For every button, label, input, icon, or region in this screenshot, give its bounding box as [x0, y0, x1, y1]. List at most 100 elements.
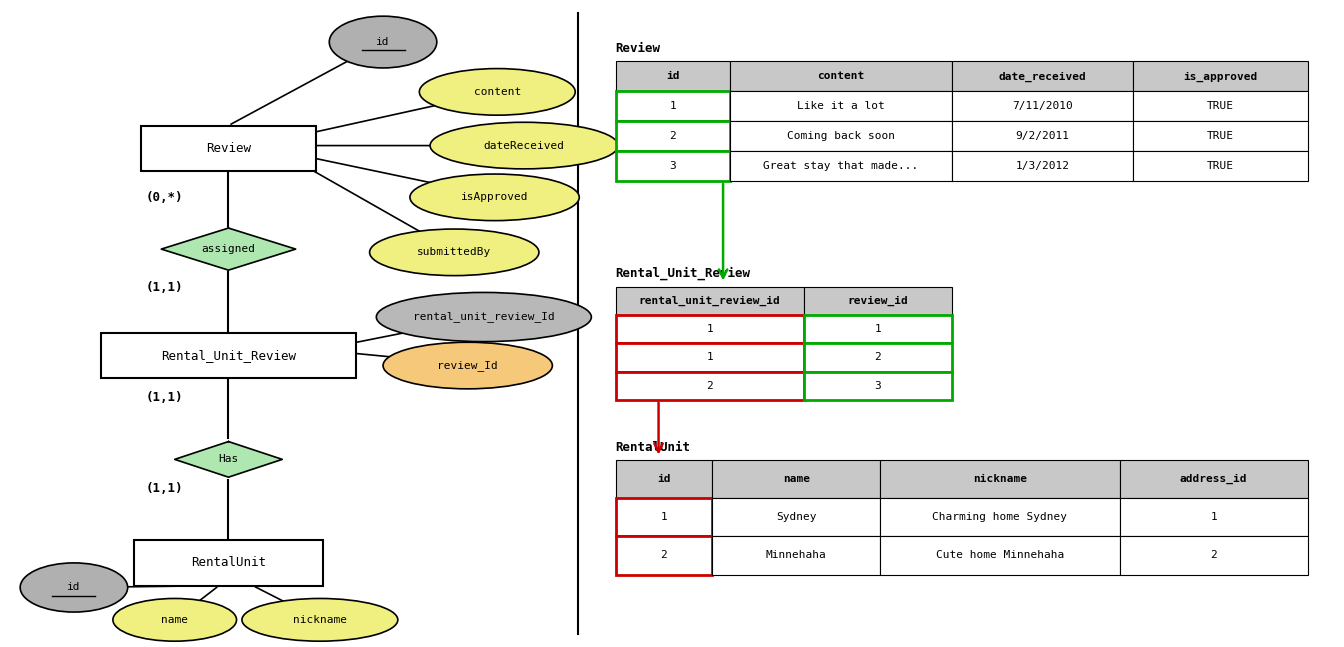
Text: submittedBy: submittedBy [417, 247, 492, 258]
FancyBboxPatch shape [804, 343, 952, 371]
Text: rental_unit_review_Id: rental_unit_review_Id [413, 312, 555, 322]
Text: Has: Has [218, 454, 239, 465]
FancyBboxPatch shape [1133, 91, 1308, 122]
FancyBboxPatch shape [141, 126, 316, 171]
Text: 1: 1 [874, 324, 882, 334]
Text: 3: 3 [669, 161, 676, 171]
FancyBboxPatch shape [952, 151, 1133, 181]
FancyBboxPatch shape [616, 121, 730, 151]
Text: nickname: nickname [293, 615, 347, 625]
Text: review_id: review_id [847, 296, 909, 306]
FancyBboxPatch shape [1120, 498, 1308, 536]
Text: id: id [657, 474, 671, 484]
FancyBboxPatch shape [101, 333, 356, 378]
Text: dateReceived: dateReceived [484, 140, 564, 151]
Text: (1,1): (1,1) [145, 482, 183, 495]
FancyBboxPatch shape [1133, 121, 1308, 151]
Text: id: id [67, 582, 81, 593]
Text: Rental_Unit_Review: Rental_Unit_Review [161, 349, 296, 362]
FancyBboxPatch shape [134, 540, 323, 586]
Text: RentalUnit: RentalUnit [616, 441, 691, 454]
Text: 1: 1 [660, 512, 668, 522]
FancyBboxPatch shape [616, 61, 730, 91]
Ellipse shape [113, 598, 237, 641]
Text: Like it a lot: Like it a lot [797, 102, 884, 111]
Text: name: name [161, 615, 188, 625]
Text: 2: 2 [660, 551, 668, 560]
Text: date_received: date_received [999, 71, 1086, 82]
Polygon shape [161, 228, 296, 270]
Ellipse shape [383, 342, 552, 389]
FancyBboxPatch shape [1133, 151, 1308, 181]
Text: Minnehaha: Minnehaha [766, 551, 827, 560]
Text: Review: Review [616, 42, 660, 55]
FancyBboxPatch shape [616, 460, 712, 498]
Text: 2: 2 [669, 131, 676, 141]
Text: 1: 1 [669, 102, 676, 111]
FancyBboxPatch shape [616, 498, 712, 536]
FancyBboxPatch shape [616, 91, 730, 122]
FancyBboxPatch shape [880, 536, 1120, 575]
Text: content: content [817, 71, 864, 82]
Text: nickname: nickname [973, 474, 1027, 484]
Ellipse shape [20, 563, 128, 612]
FancyBboxPatch shape [804, 315, 952, 344]
Text: is_approved: is_approved [1183, 71, 1258, 82]
Text: Cute home Minnehaha: Cute home Minnehaha [935, 551, 1064, 560]
FancyBboxPatch shape [712, 536, 880, 575]
FancyBboxPatch shape [952, 61, 1133, 91]
Text: 1: 1 [706, 324, 714, 334]
FancyBboxPatch shape [804, 287, 952, 315]
FancyBboxPatch shape [730, 121, 952, 151]
FancyBboxPatch shape [952, 91, 1133, 122]
Text: TRUE: TRUE [1207, 131, 1234, 141]
FancyBboxPatch shape [1120, 536, 1308, 575]
Polygon shape [175, 441, 282, 477]
Text: Charming home Sydney: Charming home Sydney [933, 512, 1067, 522]
Ellipse shape [242, 598, 398, 641]
Text: TRUE: TRUE [1207, 102, 1234, 111]
FancyBboxPatch shape [616, 287, 804, 315]
FancyBboxPatch shape [730, 61, 952, 91]
Text: id: id [665, 71, 680, 82]
FancyBboxPatch shape [616, 315, 804, 344]
Text: (1,1): (1,1) [145, 391, 183, 404]
Text: rental_unit_review_id: rental_unit_review_id [638, 296, 781, 306]
Text: (1,1): (1,1) [145, 281, 183, 294]
FancyBboxPatch shape [616, 343, 804, 371]
Text: 9/2/2011: 9/2/2011 [1015, 131, 1070, 141]
Text: 2: 2 [874, 353, 882, 362]
Ellipse shape [430, 122, 618, 169]
FancyBboxPatch shape [712, 498, 880, 536]
FancyBboxPatch shape [880, 498, 1120, 536]
FancyBboxPatch shape [616, 371, 804, 400]
Ellipse shape [376, 292, 591, 342]
Text: Review: Review [206, 142, 251, 155]
FancyBboxPatch shape [616, 151, 730, 181]
FancyBboxPatch shape [616, 536, 712, 575]
Ellipse shape [370, 229, 539, 276]
Ellipse shape [410, 174, 579, 221]
Text: 7/11/2010: 7/11/2010 [1012, 102, 1073, 111]
Text: 3: 3 [874, 380, 882, 391]
FancyBboxPatch shape [804, 371, 952, 400]
Text: RentalUnit: RentalUnit [191, 556, 266, 569]
Text: review_Id: review_Id [437, 360, 499, 371]
Text: Great stay that made...: Great stay that made... [763, 161, 918, 171]
Text: id: id [376, 37, 390, 47]
FancyBboxPatch shape [1120, 460, 1308, 498]
FancyBboxPatch shape [712, 460, 880, 498]
Text: 2: 2 [706, 380, 714, 391]
Text: 1/3/2012: 1/3/2012 [1015, 161, 1070, 171]
FancyBboxPatch shape [952, 121, 1133, 151]
Text: Coming back soon: Coming back soon [786, 131, 895, 141]
FancyBboxPatch shape [730, 91, 952, 122]
Ellipse shape [329, 16, 437, 68]
Text: Rental_Unit_Review: Rental_Unit_Review [616, 267, 750, 280]
Text: 1: 1 [1210, 512, 1218, 522]
FancyBboxPatch shape [730, 151, 952, 181]
Text: (0,*): (0,*) [145, 191, 183, 204]
Text: isApproved: isApproved [461, 192, 528, 203]
Ellipse shape [419, 69, 575, 115]
Text: 1: 1 [706, 353, 714, 362]
